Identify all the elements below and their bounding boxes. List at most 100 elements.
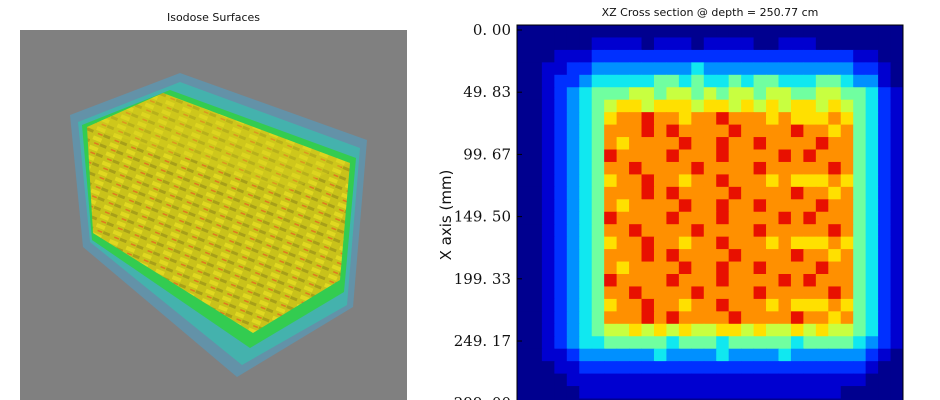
- heatmap-cell: [541, 224, 555, 238]
- heatmap-cell: [890, 249, 904, 263]
- heatmap-cell: [591, 25, 605, 38]
- heatmap-cell: [815, 161, 829, 175]
- heatmap-cell: [815, 361, 829, 375]
- heatmap-cell: [517, 298, 530, 312]
- heatmap-cell: [716, 49, 730, 63]
- heatmap-cell: [629, 87, 643, 101]
- heatmap-cell: [554, 286, 568, 300]
- heatmap-cell: [579, 211, 593, 225]
- heatmap-cell: [653, 149, 667, 163]
- heatmap-cell: [678, 261, 692, 275]
- heatmap-cell: [629, 274, 643, 287]
- heatmap-cell: [566, 161, 580, 175]
- heatmap-cell: [653, 261, 667, 275]
- heatmap-cell: [653, 74, 667, 88]
- heatmap-cell: [878, 298, 892, 312]
- heatmap-cell: [641, 149, 655, 163]
- heatmap-cell: [753, 348, 767, 362]
- heatmap-cell: [641, 323, 655, 337]
- heatmap-cell: [840, 137, 854, 150]
- heatmap-cell: [591, 149, 605, 163]
- heatmap-cell: [865, 199, 879, 213]
- heatmap-cell: [790, 37, 804, 51]
- heatmap-cell: [890, 174, 904, 188]
- heatmap-cell: [691, 37, 705, 51]
- heatmap-cell: [741, 336, 755, 350]
- heatmap-cell: [728, 298, 742, 312]
- heatmap-cell: [653, 348, 667, 362]
- heatmap-cell: [678, 186, 692, 200]
- heatmap-cell: [753, 261, 767, 275]
- heatmap-cell: [728, 174, 742, 188]
- heatmap-cell: [629, 386, 643, 399]
- heatmap-cell: [741, 249, 755, 263]
- heatmap-cell: [853, 124, 867, 138]
- heatmap-cell: [828, 199, 842, 213]
- heatmap-cell: [853, 49, 867, 63]
- heatmap-cell: [778, 336, 792, 350]
- heatmap-cell: [591, 286, 605, 300]
- heatmap-cell: [766, 186, 779, 200]
- heatmap-cell: [778, 386, 792, 399]
- heatmap-cell: [517, 199, 530, 213]
- heatmap-cell: [517, 124, 530, 138]
- heatmap-cell: [579, 186, 593, 200]
- heatmap-cell: [653, 37, 667, 51]
- heatmap-cell: [566, 323, 580, 337]
- heatmap-cell: [666, 286, 680, 300]
- heatmap-cell: [753, 199, 767, 213]
- heatmap-cell: [604, 386, 618, 399]
- heatmap-cell: [591, 336, 605, 350]
- heatmap-cell: [541, 161, 555, 175]
- heatmap-cell: [666, 224, 680, 238]
- isodose-3d-render[interactable]: [20, 30, 407, 400]
- heatmap-cell: [803, 361, 817, 375]
- heatmap-cell: [741, 74, 755, 88]
- heatmap-cell: [840, 112, 854, 126]
- heatmap-cell: [616, 298, 630, 312]
- heatmap-cell: [716, 62, 730, 76]
- heatmap-cell: [691, 186, 705, 200]
- heatmap-cell: [641, 311, 655, 325]
- heatmap-cell: [766, 161, 779, 175]
- heatmap-cell: [666, 49, 680, 63]
- heatmap-cell: [865, 99, 879, 113]
- heatmap-cell: [666, 112, 680, 126]
- heatmap-cell: [790, 336, 804, 350]
- heatmap-cell: [554, 373, 568, 387]
- heatmap-cell: [803, 199, 817, 213]
- heatmap-cell: [616, 137, 630, 150]
- heatmap-cell: [828, 361, 842, 375]
- heatmap-cell: [865, 336, 879, 350]
- heatmap-cell: [653, 161, 667, 175]
- heatmap-cell: [616, 74, 630, 88]
- heatmap-cell: [616, 99, 630, 113]
- heatmap-cell: [517, 261, 530, 275]
- heatmap-cell: [853, 37, 867, 51]
- heatmap-cell: [591, 348, 605, 362]
- heatmap-cell: [728, 161, 742, 175]
- heatmap-cell: [890, 261, 904, 275]
- y-tick-label: 299. 00: [454, 394, 511, 400]
- heatmap-cell: [815, 62, 829, 76]
- heatmap-cell: [566, 274, 580, 287]
- heatmap-cell: [579, 137, 593, 150]
- heatmap-cell: [853, 211, 867, 225]
- heatmap-cell: [691, 298, 705, 312]
- heatmap-cell: [728, 398, 742, 400]
- heatmap-cell: [616, 186, 630, 200]
- heatmap-cell: [666, 211, 680, 225]
- heatmap-cell: [591, 199, 605, 213]
- heatmap-cell: [591, 99, 605, 113]
- heatmap-cell: [716, 286, 730, 300]
- heatmap-cell: [566, 211, 580, 225]
- heatmap-cell: [878, 99, 892, 113]
- heatmap-cell: [728, 99, 742, 113]
- heatmap-cell: [653, 361, 667, 375]
- heatmap-cell: [766, 211, 779, 225]
- heatmap-cell: [653, 386, 667, 399]
- heatmap-cell: [853, 361, 867, 375]
- heatmap-cell: [579, 87, 593, 101]
- heatmap-cell: [865, 211, 879, 225]
- heatmap-cell: [803, 348, 817, 362]
